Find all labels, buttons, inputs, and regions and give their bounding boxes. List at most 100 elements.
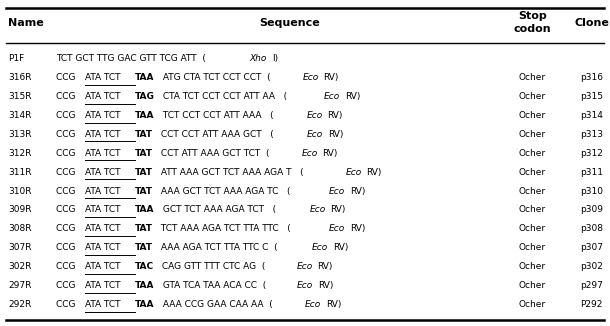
Text: TAT: TAT — [135, 130, 152, 139]
Text: 308R: 308R — [8, 224, 32, 233]
Text: 310R: 310R — [8, 186, 32, 196]
Text: GTA TCA TAA ACA CC  (: GTA TCA TAA ACA CC ( — [160, 281, 266, 290]
Text: 311R: 311R — [8, 168, 32, 177]
Text: Eco: Eco — [329, 186, 345, 196]
Text: TCT CCT CCT ATT AAA   (: TCT CCT CCT ATT AAA ( — [160, 111, 273, 120]
Text: p315: p315 — [580, 92, 603, 101]
Text: Xho: Xho — [249, 54, 267, 63]
Text: ATA TCT: ATA TCT — [85, 224, 123, 233]
Text: codon: codon — [514, 24, 551, 34]
Text: RV): RV) — [333, 243, 348, 252]
Text: TAG: TAG — [135, 92, 154, 101]
Text: I): I) — [272, 54, 278, 63]
Text: CCG: CCG — [56, 130, 79, 139]
Text: RV): RV) — [326, 300, 342, 309]
Text: ATG CTA TCT CCT CCT  (: ATG CTA TCT CCT CCT ( — [160, 73, 270, 82]
Text: CAG GTT TTT CTC AG  (: CAG GTT TTT CTC AG ( — [159, 262, 265, 271]
Text: ATA TCT: ATA TCT — [85, 205, 123, 215]
Text: Ocher: Ocher — [519, 262, 546, 271]
Text: CCG: CCG — [56, 92, 79, 101]
Text: p302: p302 — [580, 262, 603, 271]
Text: ATA TCT: ATA TCT — [85, 168, 123, 177]
Text: TAA: TAA — [135, 111, 154, 120]
Text: CCT ATT AAA GCT TCT  (: CCT ATT AAA GCT TCT ( — [158, 149, 269, 158]
Text: 312R: 312R — [8, 149, 31, 158]
Text: CCG: CCG — [56, 111, 79, 120]
Text: CCG: CCG — [56, 149, 79, 158]
Text: p307: p307 — [580, 243, 603, 252]
Text: 292R: 292R — [8, 300, 31, 309]
Text: CCG: CCG — [56, 262, 79, 271]
Text: Ocher: Ocher — [519, 168, 546, 177]
Text: TCT AAA AGA TCT TTA TTC   (: TCT AAA AGA TCT TTA TTC ( — [158, 224, 290, 233]
Text: ATA TCT: ATA TCT — [85, 243, 123, 252]
Text: RV): RV) — [323, 73, 339, 82]
Text: RV): RV) — [328, 130, 343, 139]
Text: 313R: 313R — [8, 130, 32, 139]
Text: p314: p314 — [580, 111, 603, 120]
Text: Ocher: Ocher — [519, 186, 546, 196]
Text: Stop: Stop — [518, 11, 547, 21]
Text: TAT: TAT — [135, 243, 152, 252]
Text: RV): RV) — [350, 186, 365, 196]
Text: RV): RV) — [323, 149, 338, 158]
Text: 314R: 314R — [8, 111, 31, 120]
Text: 302R: 302R — [8, 262, 31, 271]
Text: p308: p308 — [580, 224, 603, 233]
Text: CCG: CCG — [56, 168, 79, 177]
Text: Eco: Eco — [301, 149, 318, 158]
Text: Eco: Eco — [297, 281, 313, 290]
Text: RV): RV) — [345, 92, 361, 101]
Text: 307R: 307R — [8, 243, 32, 252]
Text: Ocher: Ocher — [519, 130, 546, 139]
Text: Ocher: Ocher — [519, 111, 546, 120]
Text: 316R: 316R — [8, 73, 32, 82]
Text: Eco: Eco — [309, 205, 326, 215]
Text: CCG: CCG — [56, 186, 79, 196]
Text: TAA: TAA — [135, 281, 154, 290]
Text: TAC: TAC — [135, 262, 154, 271]
Text: 309R: 309R — [8, 205, 32, 215]
Text: 297R: 297R — [8, 281, 31, 290]
Text: Eco: Eco — [296, 262, 313, 271]
Text: RV): RV) — [317, 262, 333, 271]
Text: Ocher: Ocher — [519, 73, 546, 82]
Text: ATA TCT: ATA TCT — [85, 111, 123, 120]
Text: RV): RV) — [367, 168, 382, 177]
Text: P1F: P1F — [8, 54, 24, 63]
Text: RV): RV) — [331, 205, 346, 215]
Text: p316: p316 — [580, 73, 603, 82]
Text: CCG: CCG — [56, 300, 79, 309]
Text: TAT: TAT — [135, 224, 152, 233]
Text: TAT: TAT — [135, 186, 152, 196]
Text: CCT CCT ATT AAA GCT   (: CCT CCT ATT AAA GCT ( — [158, 130, 273, 139]
Text: Eco: Eco — [303, 73, 318, 82]
Text: ATA TCT: ATA TCT — [85, 300, 123, 309]
Text: CTA TCT CCT CCT ATT AA   (: CTA TCT CCT CCT ATT AA ( — [160, 92, 287, 101]
Text: ATA TCT: ATA TCT — [85, 149, 123, 158]
Text: p313: p313 — [580, 130, 603, 139]
Text: Eco: Eco — [306, 111, 323, 120]
Text: Eco: Eco — [305, 300, 321, 309]
Text: CCG: CCG — [56, 281, 79, 290]
Text: TAA: TAA — [135, 205, 154, 215]
Text: p309: p309 — [580, 205, 603, 215]
Text: RV): RV) — [318, 281, 333, 290]
Text: ATA TCT: ATA TCT — [85, 262, 123, 271]
Text: CCG: CCG — [56, 73, 79, 82]
Text: TAT: TAT — [135, 168, 152, 177]
Text: Eco: Eco — [329, 224, 345, 233]
Text: RV): RV) — [350, 224, 365, 233]
Text: RV): RV) — [327, 111, 343, 120]
Text: Clone: Clone — [574, 18, 609, 28]
Text: ATA TCT: ATA TCT — [85, 130, 123, 139]
Text: CCG: CCG — [56, 224, 79, 233]
Text: Ocher: Ocher — [519, 205, 546, 215]
Text: AAA CCG GAA CAA AA  (: AAA CCG GAA CAA AA ( — [160, 300, 273, 309]
Text: Eco: Eco — [346, 168, 362, 177]
Text: Sequence: Sequence — [259, 18, 320, 28]
Text: Ocher: Ocher — [519, 281, 546, 290]
Text: Eco: Eco — [312, 243, 328, 252]
Text: TAA: TAA — [135, 300, 154, 309]
Text: GCT TCT AAA AGA TCT   (: GCT TCT AAA AGA TCT ( — [160, 205, 276, 215]
